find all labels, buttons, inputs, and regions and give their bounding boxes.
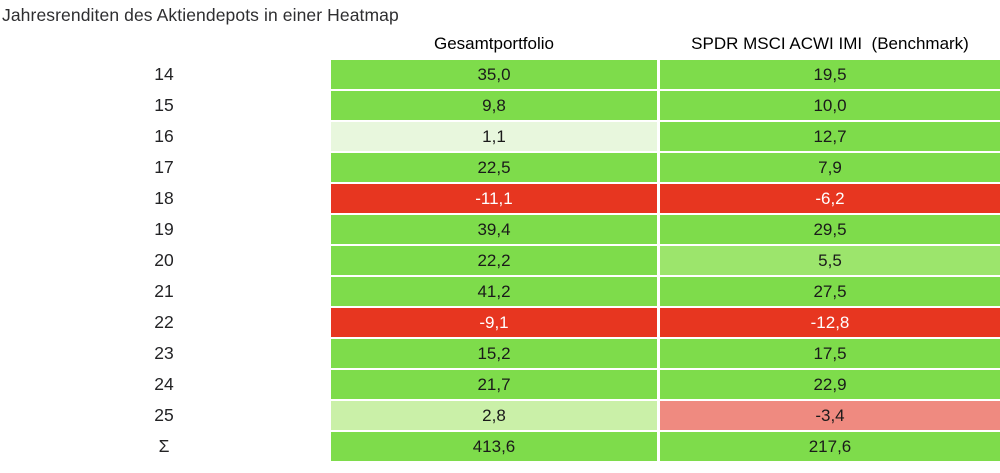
heatmap-cell: 39,4 (331, 215, 657, 244)
heatmap-cell: -11,1 (331, 184, 657, 213)
heatmap-cell: 29,5 (660, 215, 1000, 244)
heatmap-cell: 22,2 (331, 246, 657, 275)
heatmap-cell: 41,2 (331, 277, 657, 306)
column-header-benchmark: SPDR MSCI ACWI IMI (Benchmark) (691, 34, 969, 53)
heatmap-cell: 22,9 (660, 370, 1000, 399)
heatmap-cell: 35,0 (331, 60, 657, 89)
row-label: 21 (154, 281, 174, 301)
row-label: 16 (154, 126, 174, 146)
row-label: 18 (154, 188, 174, 208)
heatmap-cell: 27,5 (660, 277, 1000, 306)
row-label: 14 (154, 64, 174, 84)
heatmap-cell: -6,2 (660, 184, 1000, 213)
row-label: 25 (154, 405, 174, 425)
row-label: 23 (154, 343, 174, 363)
heatmap-cell: -3,4 (660, 401, 1000, 430)
row-label: 19 (154, 219, 174, 239)
heatmap-cell: 413,6 (331, 432, 657, 461)
heatmap-cell: 7,9 (660, 153, 1000, 182)
heatmap-cell: -12,8 (660, 308, 1000, 337)
heatmap-cell: 217,6 (660, 432, 1000, 461)
heatmap-cell: 21,7 (331, 370, 657, 399)
heatmap-cell: 19,5 (660, 60, 1000, 89)
heatmap-cell: 5,5 (660, 246, 1000, 275)
row-label: 22 (154, 312, 174, 332)
heatmap-cell: 12,7 (660, 122, 1000, 151)
heatmap-cell: 10,0 (660, 91, 1000, 120)
heatmap-cell: 15,2 (331, 339, 657, 368)
heatmap-cell: 2,8 (331, 401, 657, 430)
heatmap-cell: 22,5 (331, 153, 657, 182)
heatmap-cell: 17,5 (660, 339, 1000, 368)
row-label-sum: Σ (158, 436, 170, 456)
heatmap-table: Gesamtportfolio SPDR MSCI ACWI IMI (Benc… (0, 30, 1000, 461)
row-label: 15 (154, 95, 174, 115)
heatmap-cell: 9,8 (331, 91, 657, 120)
heatmap-cell: 1,1 (331, 122, 657, 151)
row-label: 24 (154, 374, 174, 394)
chart-title: Jahresrenditen des Aktiendepots in einer… (2, 5, 399, 25)
row-label: 20 (154, 250, 174, 270)
row-label: 17 (154, 157, 174, 177)
heatmap-cell: -9,1 (331, 308, 657, 337)
corner-cell (0, 30, 328, 58)
column-header-gesamtportfolio: Gesamtportfolio (434, 34, 554, 53)
